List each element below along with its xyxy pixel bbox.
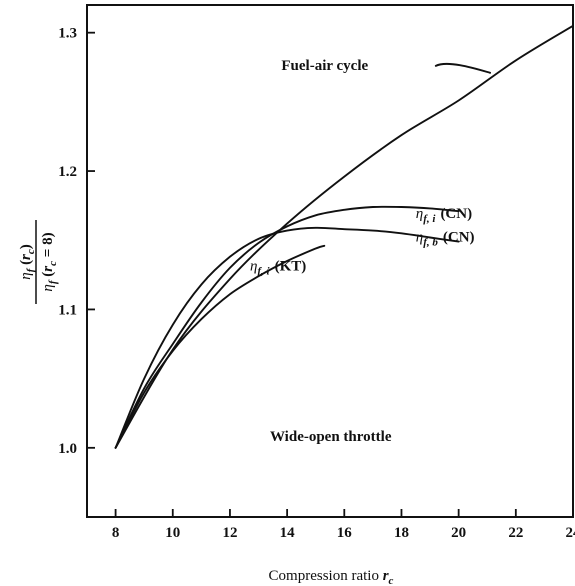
wide-open-throttle-label: Wide-open throttle: [270, 429, 392, 445]
svg-text:ηf (rc = 8): ηf (rc = 8): [40, 232, 59, 291]
fuel-air-cycle-leader-line: [434, 62, 492, 74]
fuel-air-cycle-label: Fuel-air cycle: [281, 58, 368, 74]
y-tick-label: 1.0: [58, 441, 77, 457]
eta-fi-kt-label: ηf, i (KT): [250, 259, 306, 278]
x-tick-label: 16: [337, 525, 353, 541]
eta-fi-cn-line: [114, 205, 460, 449]
eta-fi-cn-label: ηf, i (CN): [416, 206, 472, 225]
y-tick-label: 1.3: [58, 26, 77, 42]
x-tick-label: 18: [394, 525, 409, 541]
plot-frame: [86, 4, 574, 518]
y-tick-label: 1.2: [58, 164, 77, 180]
x-tick-label: 12: [222, 525, 237, 541]
eta-fi-kt-line: [114, 244, 326, 449]
x-tick-label: 14: [280, 525, 296, 541]
x-tick-label: 20: [451, 525, 466, 541]
fuel-air-cycle-line: [114, 24, 574, 449]
x-tick-label: 10: [165, 525, 180, 541]
svg-text:ηf (rc): ηf (rc): [18, 244, 37, 280]
x-tick-label: 24: [566, 525, 575, 541]
x-tick-label: 22: [508, 525, 523, 541]
x-axis-title: Compression ratio rc: [269, 568, 394, 586]
y-axis-title: ηf (rc) ηf (rc = 8): [18, 220, 59, 304]
plot-labels: 8 10 12 14 16 18 20 22 24 1.0 1.1 1.2 1.3: [58, 26, 575, 541]
y-tick-label: 1.1: [58, 302, 77, 318]
x-tick-label: 8: [112, 525, 120, 541]
axis-ticks: [87, 31, 574, 517]
eta-fb-cn-label: ηf, b (CN): [416, 230, 475, 249]
eta-fb-cn-line: [114, 226, 460, 449]
plot-series: [114, 24, 574, 449]
